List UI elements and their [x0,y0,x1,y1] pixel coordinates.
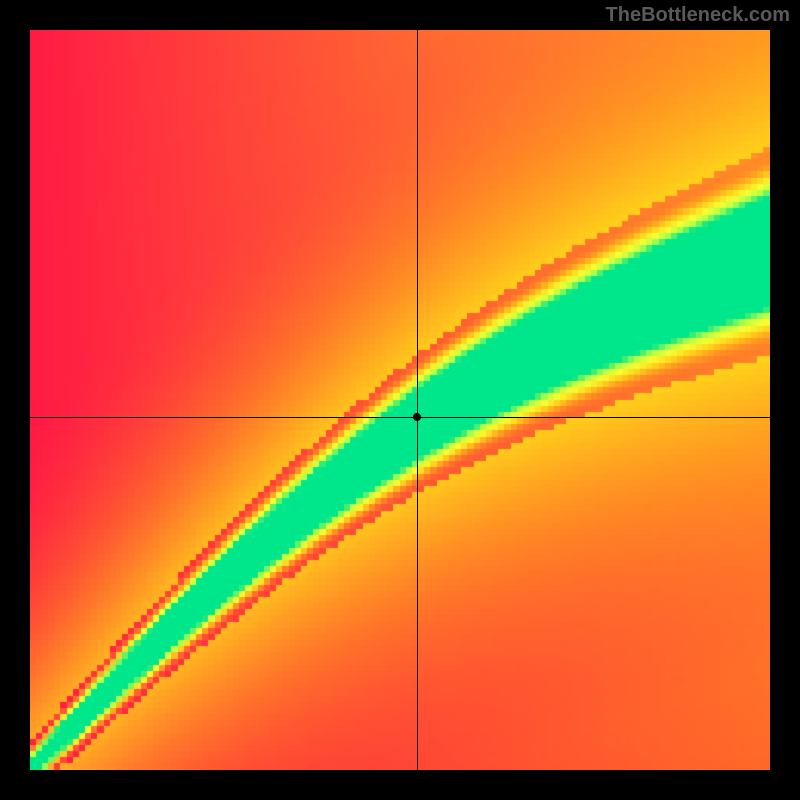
chart-container: TheBottleneck.com [0,0,800,800]
attribution-text: TheBottleneck.com [606,4,790,27]
crosshair-vertical [417,30,418,770]
plot-area [30,30,770,770]
crosshair-horizontal [30,417,770,418]
crosshair-marker [413,413,421,421]
heatmap-canvas [30,30,770,770]
